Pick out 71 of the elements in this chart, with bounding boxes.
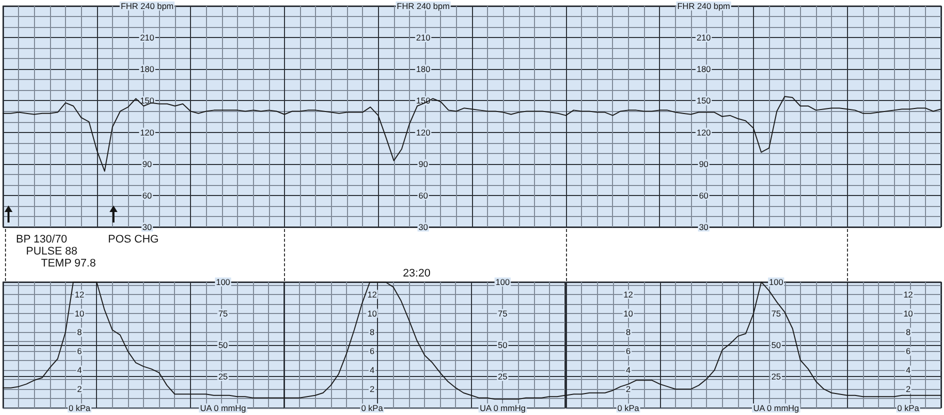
y2-tick-label: 8 [77,327,82,338]
y3-tick-label: FHR 240 bpm [677,1,730,11]
y-tick-label: 25 [771,372,781,382]
y-tick-label: UA 0 mmHg [200,403,246,413]
y2-tick-label: 12 [903,289,913,300]
y-tick-label: 210 [140,32,155,43]
y-tick-label: FHR 240 bpm [120,1,174,11]
y3-tick-label: 180 [696,64,712,74]
y2-tick-label: 0 kPa [362,403,384,413]
text: POS CHG [108,234,159,246]
y2-tick-label: 10 [903,308,913,318]
y-tick-label: 50 [218,340,228,350]
y-tick-label: 100 [768,277,784,287]
y2-tick-label: 8 [906,327,911,338]
y-tick-label: 120 [140,127,155,138]
y-tick-label: 90 [142,158,152,169]
y-tick-label: 75 [771,308,781,318]
y3-tick-label: 4 [626,365,631,376]
x-tick-label: 23:20 [403,268,431,280]
y3-tick-label: 60 [698,190,709,200]
y-tick-label: 100 [216,277,230,287]
y3-tick-label: 0 kPa [617,403,640,413]
y2-tick-label: 12 [368,289,378,300]
y2-tick-label: 4 [370,365,376,376]
y-tick-label: 50 [771,340,781,350]
y3-tick-label: 120 [696,127,712,138]
y2-tick-label: 4 [906,365,911,376]
y-tick-label: 150 [140,96,155,106]
text: PULSE 88 [26,246,78,258]
y3-tick-label: 10 [623,308,634,318]
y-tick-label: 100 [496,277,510,287]
y-tick-label: 50 [498,340,508,350]
y2-tick-label: 10 [368,308,378,318]
y2-tick-label: 30 [418,222,428,232]
y3-tick-label: 6 [626,346,631,356]
y2-tick-label: 180 [416,64,431,74]
y3-tick-label: 150 [696,96,712,106]
y-tick-label: 25 [498,372,508,382]
y-tick-label: 25 [218,372,228,382]
y-tick-label: 75 [498,308,508,318]
y2-tick-label: 6 [370,346,376,356]
y2-tick-label: FHR 240 bpm [396,1,450,11]
y-tick-label: 60 [142,190,152,200]
y2-tick-label: 120 [416,127,431,138]
y3-tick-label: 90 [698,158,709,169]
y-tick-label: 180 [140,64,155,74]
text: BP 130/70 [16,234,68,246]
y2-tick-label: 2 [77,384,82,394]
y2-tick-label: 2 [370,384,376,394]
y3-tick-label: 2 [626,384,631,394]
y2-tick-label: 6 [906,346,911,356]
text: TEMP 97.8 [41,258,96,270]
y2-tick-label: 60 [418,190,428,200]
y2-tick-label: 8 [370,327,376,338]
y-tick-label: 75 [218,308,228,318]
y-tick-label: UA 0 mmHg [752,403,800,413]
y-tick-label: 30 [142,222,152,232]
y3-tick-label: 210 [696,32,712,43]
y2-tick-label: 210 [416,32,431,43]
y2-tick-label: 90 [418,158,428,169]
y3-tick-label: 30 [698,222,709,232]
y3-tick-label: 8 [626,327,631,338]
y2-tick-label: 2 [906,384,911,394]
y3-tick-label: 12 [623,289,634,300]
y2-tick-label: 0 kPa [68,403,91,413]
y-tick-label: UA 0 mmHg [480,403,526,413]
y2-tick-label: 12 [74,289,85,300]
y2-tick-label: 6 [77,346,82,356]
y2-tick-label: 4 [77,365,82,376]
y2-tick-label: 10 [74,308,85,318]
y2-tick-label: 0 kPa [897,403,920,413]
